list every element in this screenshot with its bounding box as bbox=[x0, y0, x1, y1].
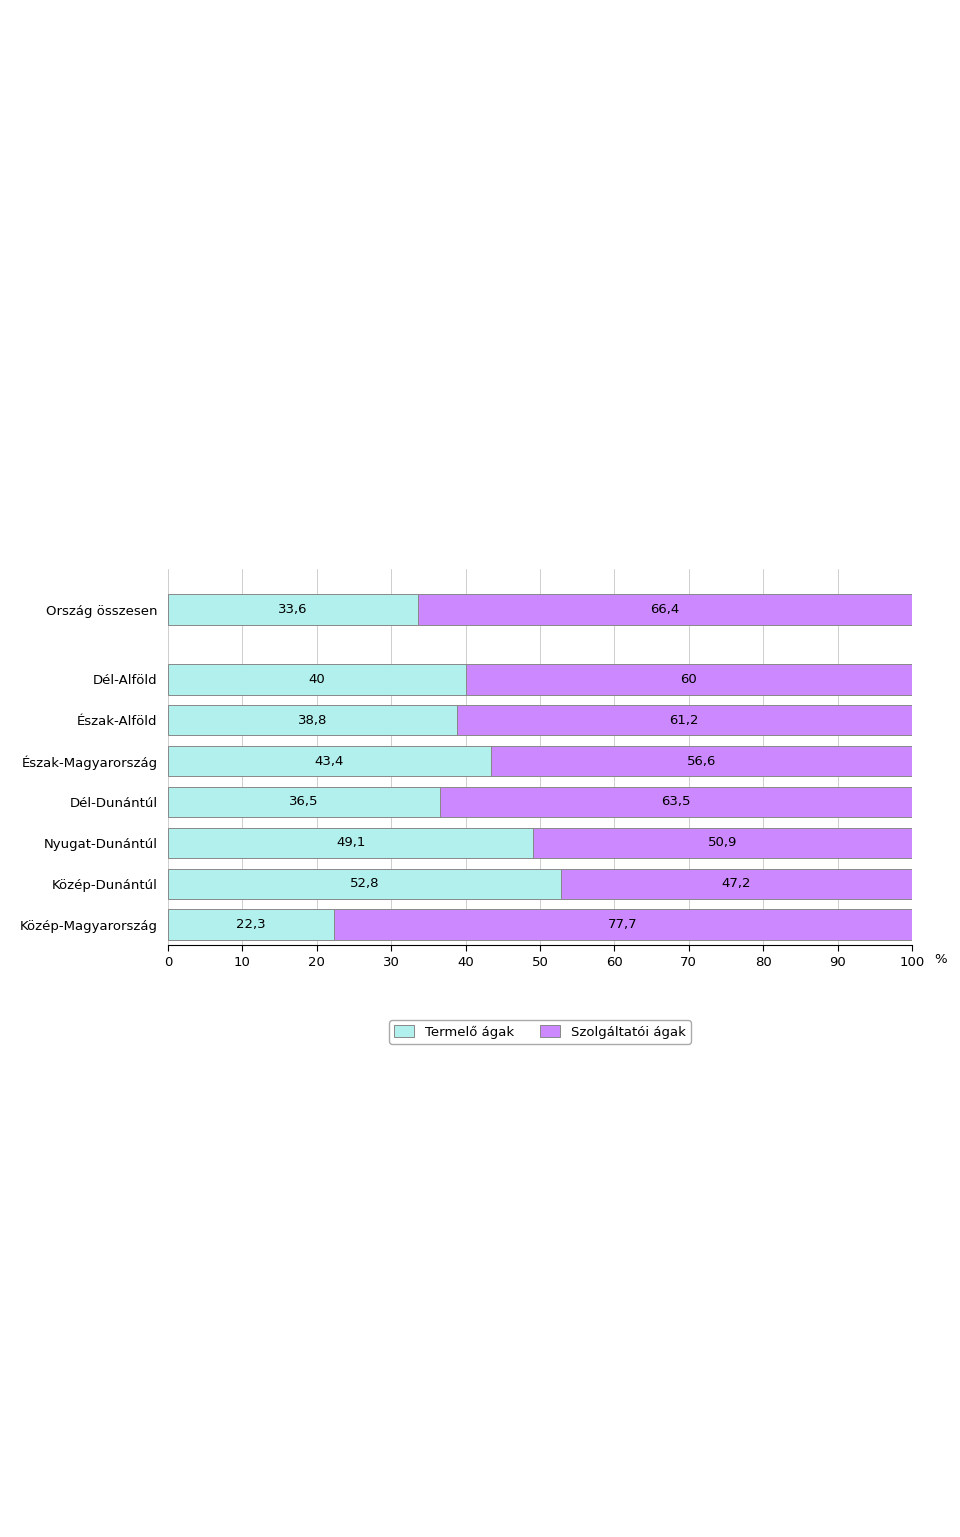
Text: 60: 60 bbox=[681, 673, 697, 686]
Bar bbox=[168, 787, 440, 818]
Bar bbox=[168, 705, 457, 736]
Bar bbox=[466, 664, 912, 695]
Bar bbox=[534, 827, 912, 858]
Bar bbox=[168, 868, 561, 899]
Text: 38,8: 38,8 bbox=[298, 713, 327, 727]
Text: 77,7: 77,7 bbox=[608, 918, 637, 931]
Text: 66,4: 66,4 bbox=[650, 603, 680, 616]
Text: 50,9: 50,9 bbox=[708, 836, 737, 850]
Bar bbox=[168, 827, 534, 858]
Bar bbox=[440, 787, 912, 818]
Bar bbox=[168, 745, 491, 776]
Bar bbox=[334, 910, 912, 941]
Text: 61,2: 61,2 bbox=[669, 713, 699, 727]
Legend: Termelő ágak, Szolgáltatói ágak: Termelő ágak, Szolgáltatói ágak bbox=[389, 1021, 691, 1044]
Bar bbox=[561, 868, 912, 899]
Text: 47,2: 47,2 bbox=[722, 878, 751, 890]
Text: 36,5: 36,5 bbox=[289, 796, 319, 808]
Text: 52,8: 52,8 bbox=[349, 878, 379, 890]
Bar bbox=[418, 595, 912, 626]
Bar bbox=[457, 705, 912, 736]
Bar bbox=[168, 595, 418, 626]
Text: 63,5: 63,5 bbox=[661, 796, 690, 808]
Bar bbox=[168, 910, 334, 941]
Text: 43,4: 43,4 bbox=[315, 755, 344, 767]
Text: 40: 40 bbox=[308, 673, 325, 686]
Text: 33,6: 33,6 bbox=[278, 603, 308, 616]
Text: 22,3: 22,3 bbox=[236, 918, 266, 931]
Bar bbox=[168, 664, 466, 695]
Text: %: % bbox=[934, 953, 947, 967]
Bar bbox=[491, 745, 912, 776]
Text: 49,1: 49,1 bbox=[336, 836, 366, 850]
Text: 56,6: 56,6 bbox=[686, 755, 716, 767]
